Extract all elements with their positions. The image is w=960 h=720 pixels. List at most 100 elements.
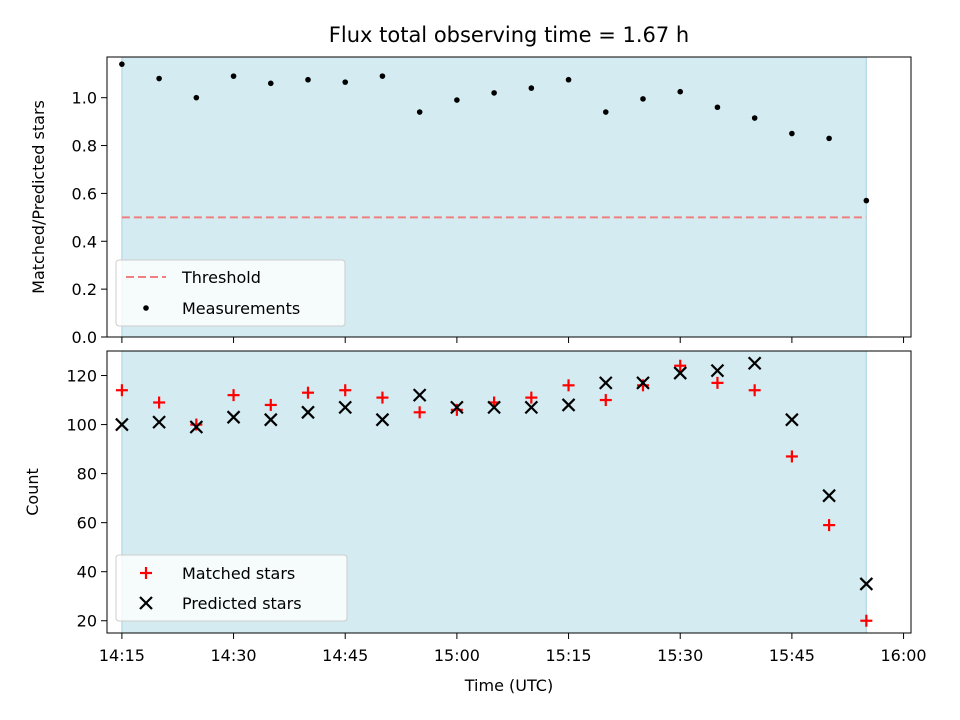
top-y-axis-label: Matched/Predicted stars [29,100,48,294]
bottom-legend: Matched stars Predicted stars [115,554,348,622]
matched-star-point [823,519,836,532]
x-tick-label: 14:45 [322,646,368,665]
predicted-star-point [487,400,501,415]
y-tick-label: 20 [77,612,97,631]
measurement-point [156,75,162,82]
top-x-ticks [121,337,905,343]
measurement-point [789,130,795,137]
matched-star-point [599,394,612,407]
y-tick-label: 60 [77,514,97,533]
matched-star-point [748,384,761,397]
matched-star-point [413,406,426,419]
legend-matched-label: Matched stars [182,564,295,583]
y-tick-label: 0.2 [72,280,97,299]
predicted-star-point [412,388,427,402]
legend-measurements-swatch [143,305,149,311]
x-tick-label: 14:30 [211,646,257,665]
measurement-point [528,85,535,91]
measurement-point [602,109,609,115]
matched-star-point [339,384,352,397]
matched-star-point [153,396,166,409]
x-tick-label: 16:00 [881,646,927,665]
matched-star-point [711,376,724,389]
y-tick-label: 0.6 [72,184,97,203]
y-tick-label: 0.8 [72,137,97,156]
bottom-y-ticks: 20 40 60 80 100 120 [66,367,107,631]
measurement-point [193,94,200,101]
matched-star-point [562,379,575,392]
measurement-point [379,73,386,79]
x-tick-label: 15:30 [657,646,703,665]
bottom-panel: 20 40 60 80 100 120 14:15 14:30 14:45 15:00 15:15… [23,350,927,695]
predicted-star-point [598,376,613,390]
y-tick-label: 120 [66,367,97,386]
top-legend: Threshold Measurements [115,259,346,327]
measurement-point [677,88,684,95]
predicted-star-point [524,400,539,415]
y-tick-label: 1.0 [72,89,97,108]
top-panel: 0.0 0.2 0.4 0.6 0.8 1.0 Matched/Predicted sta… [29,56,912,347]
matched-star-point [674,359,687,372]
top-y-ticks: 0.0 0.2 0.4 0.6 0.8 1.0 [72,89,107,347]
measurement-point [751,115,758,121]
chart-title: Flux total observing time = 1.67 h [329,23,689,47]
matched-star-point [264,398,277,411]
legend-predicted-swatch [139,596,153,610]
bottom-y-axis-label: Count [23,468,42,516]
legend-measurements-label: Measurements [182,299,300,318]
y-tick-label: 100 [66,416,97,435]
predicted-star-point [822,488,836,503]
matched-star-point [376,391,389,404]
top-plot-area [119,61,870,219]
predicted-star-point [375,412,390,427]
legend-threshold-label: Threshold [181,268,261,287]
predicted-star-point [189,420,204,434]
x-tick-label: 14:15 [99,646,145,665]
predicted-star-point [636,376,650,390]
predicted-star-point [747,356,762,371]
predicted-star-point [301,405,315,420]
top-axes-frame [106,56,912,338]
bottom-plot-area [115,356,874,627]
y-tick-label: 0.0 [72,328,97,347]
matched-star-point [785,450,798,463]
predicted-star-point [115,417,129,432]
predicted-star-point [673,366,688,380]
measurement-point [454,97,460,103]
measurement-point [565,76,572,83]
predicted-star-point [450,400,464,415]
x-tick-label: 15:45 [769,646,815,665]
y-tick-label: 0.4 [72,232,97,251]
measurement-point [342,79,349,85]
y-tick-label: 40 [77,563,97,582]
predicted-star-point [561,398,576,412]
measurement-point [491,90,497,96]
predicted-star-point [226,410,241,424]
predicted-star-point [785,412,799,427]
measurement-point [714,104,721,111]
legend-predicted-label: Predicted stars [182,594,302,613]
bottom-axes-frame [106,350,912,634]
legend-matched-swatch [140,567,152,579]
measurement-point [640,96,646,102]
measurement-point [416,109,423,115]
x-tick-label: 15:15 [546,646,592,665]
bottom-x-ticks: 14:15 14:30 14:45 15:00 15:15 15:30 15:45 16:00 [99,633,927,665]
measurement-point [305,76,311,83]
matched-star-point [302,386,314,399]
matched-star-point [115,384,128,397]
measurement-point [863,197,870,204]
measurement-point [826,135,832,142]
predicted-star-point [152,415,166,429]
predicted-star-point [263,412,278,427]
measurement-point [119,61,125,67]
predicted-star-point [710,363,725,378]
matched-star-point [227,389,240,402]
measurement-point [230,73,237,79]
predicted-star-point [338,400,353,415]
x-axis-label: Time (UTC) [464,676,553,695]
measurement-point [267,80,274,87]
matched-star-point [860,614,873,627]
matched-star-point [525,391,538,404]
